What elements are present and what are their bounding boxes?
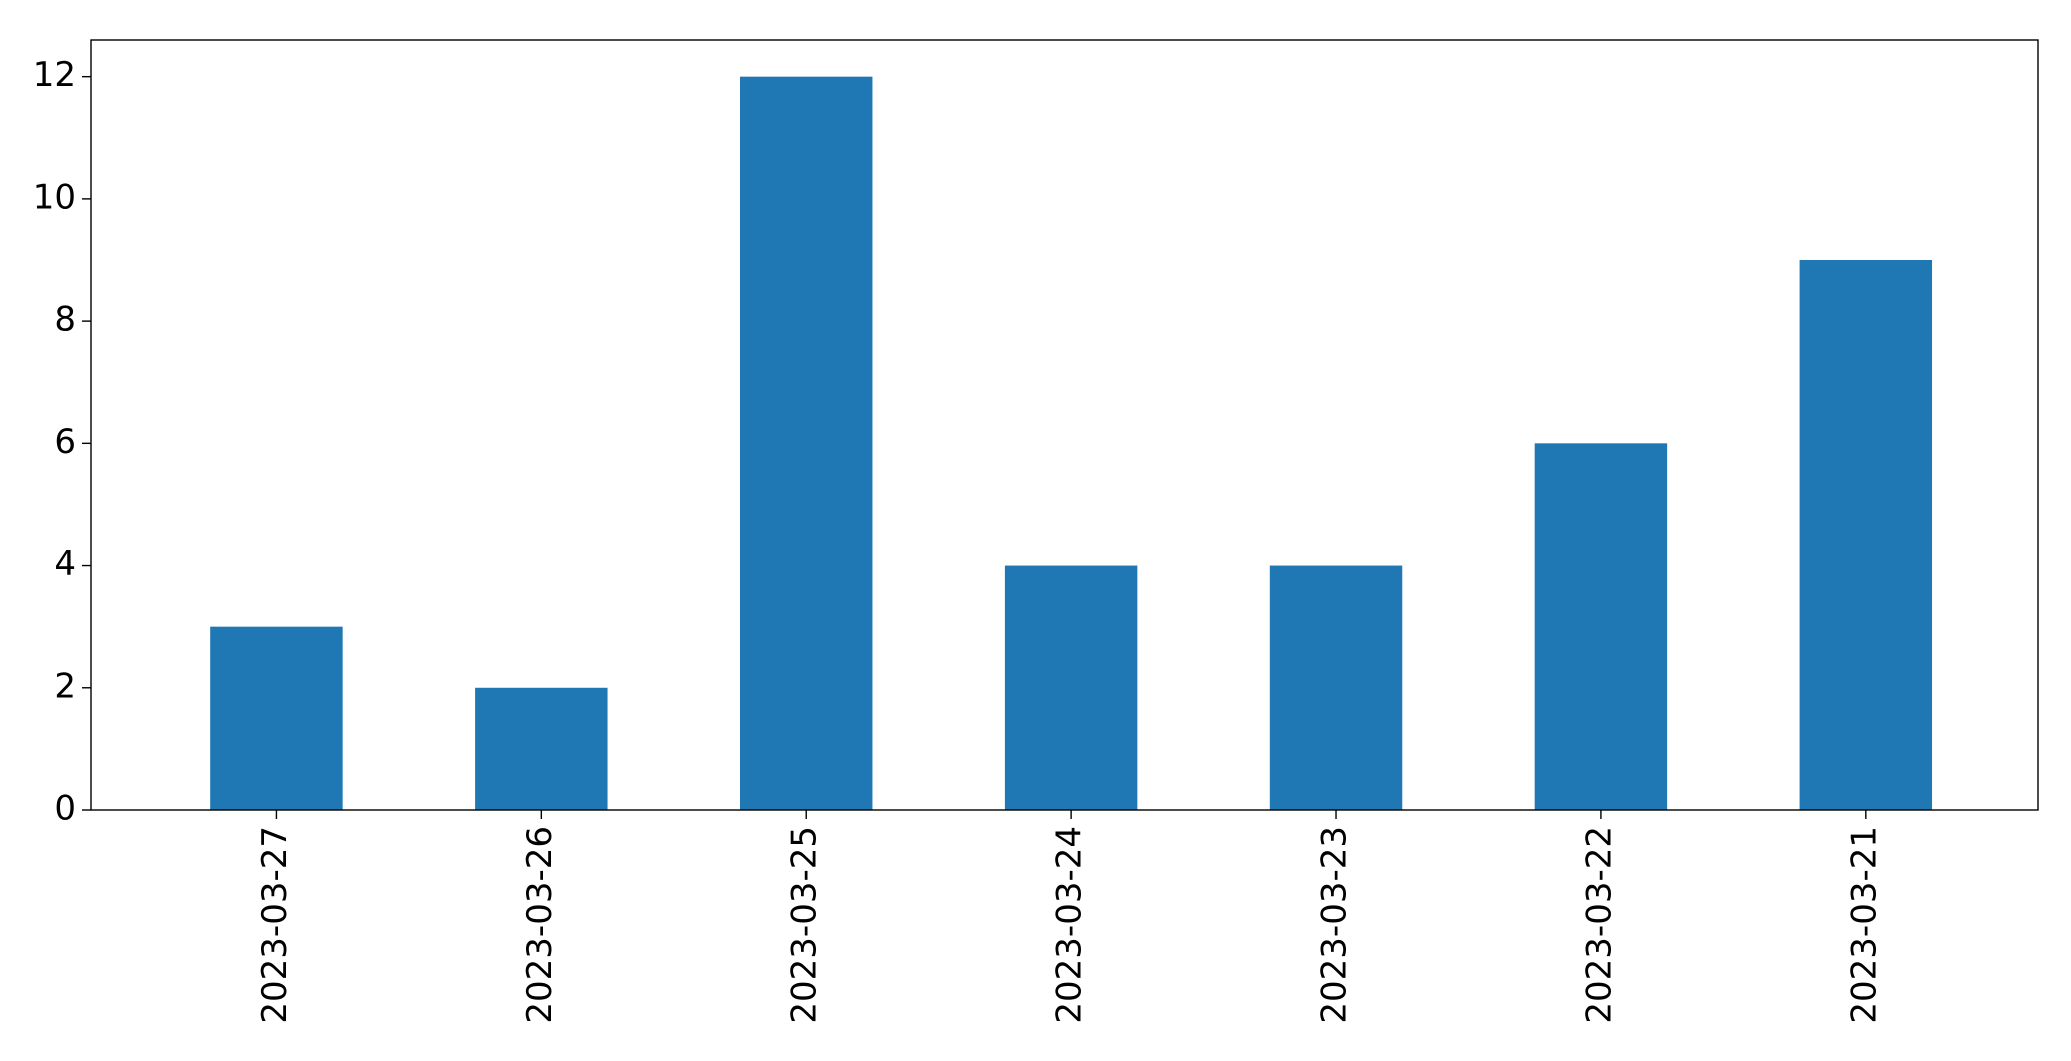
bar-2023-03-25 — [740, 76, 873, 811]
y-tick-label: 6 — [54, 422, 76, 462]
x-tick-label: 2023-03-26 — [520, 826, 560, 1024]
x-tick-label: 2023-03-25 — [785, 826, 825, 1024]
bar-2023-03-22 — [1534, 443, 1668, 810]
x-axis: 2023-03-27 2023-03-26 2023-03-25 2023-03-24… — [255, 810, 1884, 1024]
bars-layer — [210, 76, 1933, 811]
bar-2023-03-23 — [1269, 565, 1403, 810]
plot-area-frame — [90, 39, 2039, 811]
y-tick-label: 4 — [54, 544, 76, 584]
y-tick-label: 2 — [54, 666, 76, 706]
y-tick-label: 0 — [54, 789, 76, 829]
bar-2023-03-24 — [1004, 565, 1138, 810]
bar-2023-03-27 — [210, 626, 343, 810]
y-tick-label: 10 — [33, 177, 76, 217]
y-tick-label: 12 — [33, 55, 76, 95]
x-tick-label: 2023-03-21 — [1844, 826, 1884, 1024]
bar-2023-03-21 — [1799, 260, 1933, 810]
y-axis: 0 2 4 6 8 10 12 — [33, 55, 91, 829]
x-tick-label: 2023-03-22 — [1579, 826, 1619, 1024]
x-tick-label: 2023-03-24 — [1050, 826, 1090, 1024]
bar-2023-03-26 — [475, 687, 608, 810]
x-tick-label: 2023-03-27 — [255, 826, 295, 1024]
y-tick-label: 8 — [54, 300, 76, 340]
x-tick-label: 2023-03-23 — [1315, 826, 1355, 1024]
